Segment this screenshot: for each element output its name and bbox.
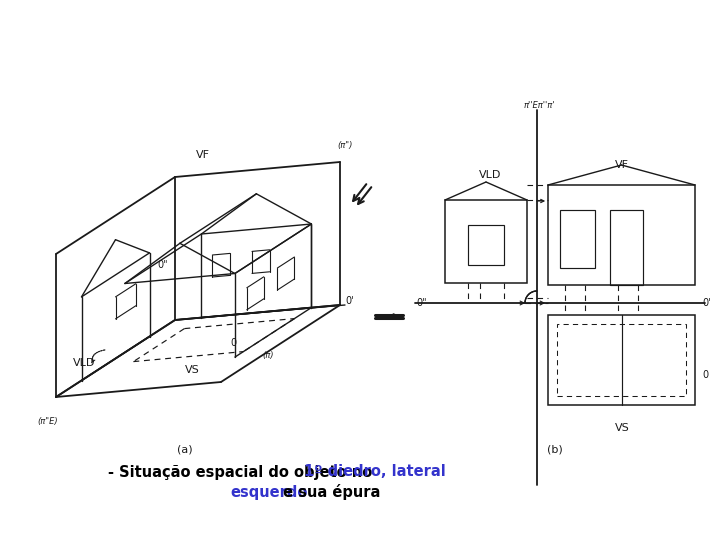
Bar	[468, 225, 504, 265]
Text: (a): (a)	[177, 445, 193, 455]
Text: - Situação espacial do objeto no: - Situação espacial do objeto no	[108, 464, 377, 480]
Text: 0": 0"	[158, 260, 168, 270]
Text: 0: 0	[702, 370, 708, 380]
Text: (π"E): (π"E)	[37, 417, 58, 426]
Text: (π"): (π")	[337, 141, 353, 150]
Text: 0: 0	[230, 339, 236, 348]
Bar	[548, 185, 695, 285]
Bar	[557, 324, 686, 396]
Text: VS: VS	[185, 366, 200, 375]
Text: π''Eπ''π': π''Eπ''π'	[523, 100, 554, 110]
Text: 0": 0"	[416, 298, 427, 308]
Text: 1º diedro, lateral: 1º diedro, lateral	[305, 464, 446, 480]
Text: VLD: VLD	[479, 170, 501, 180]
Bar	[445, 200, 527, 283]
Text: VF: VF	[615, 160, 629, 170]
Bar	[548, 315, 695, 405]
Text: esquerdo: esquerdo	[230, 484, 307, 500]
Text: e sua épura: e sua épura	[278, 484, 380, 500]
Text: 0': 0'	[702, 298, 711, 308]
Text: 0': 0'	[346, 296, 354, 306]
Text: VLD: VLD	[73, 358, 95, 368]
Text: VS: VS	[615, 423, 629, 433]
Text: VF: VF	[196, 150, 210, 160]
Bar	[560, 210, 595, 268]
Bar	[610, 210, 643, 285]
Text: (π): (π)	[263, 352, 274, 360]
Text: (b): (b)	[547, 444, 563, 454]
